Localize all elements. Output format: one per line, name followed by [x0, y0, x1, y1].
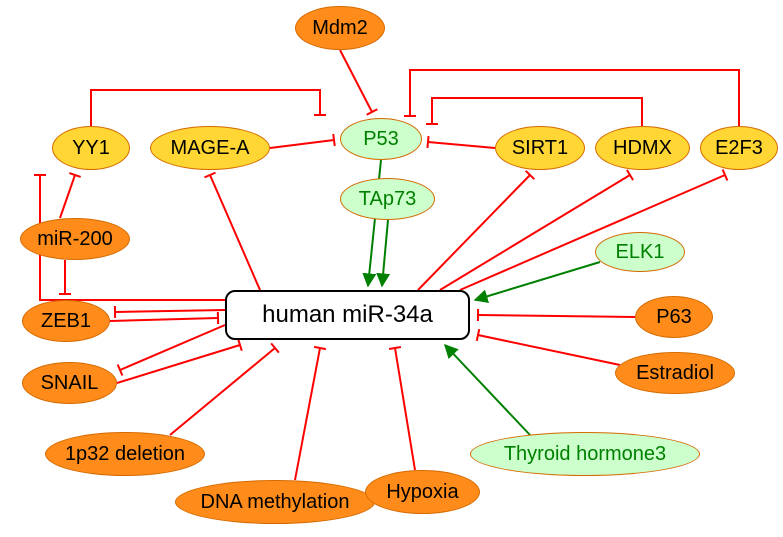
node-tap73: TAp73 [340, 178, 435, 220]
node-elk1: ELK1 [595, 232, 685, 272]
edge-p63-center [478, 309, 635, 321]
node-zeb1: ZEB1 [22, 300, 110, 342]
node-e2f3: E2F3 [700, 126, 778, 170]
node-dnamet: DNA methylation [175, 480, 375, 524]
edge-zeb1-center [110, 312, 218, 324]
node-1p32: 1p32 deletion [45, 432, 205, 476]
edge-sirt1-p53 [427, 136, 495, 148]
edge-mir200-yy1 [60, 173, 81, 218]
edge-elk1-center [475, 262, 600, 300]
edge-mir200-zeb1 [59, 260, 71, 294]
node-mir200: miR-200 [20, 218, 130, 260]
diagram-canvas: { "diagram": { "type": "network", "backg… [0, 0, 783, 537]
edge-hdmx-p53 [426, 98, 642, 126]
node-th3: Thyroid hormone3 [470, 432, 700, 476]
node-yy1: YY1 [52, 126, 130, 170]
edge-dnamet-center [295, 347, 326, 480]
edge-th3-center [445, 345, 530, 435]
edge-center-magea [204, 173, 260, 290]
edge-center-hdmx [440, 170, 633, 290]
edge-e2f3-p53 [404, 70, 739, 126]
edge-yy1-p53 [91, 90, 326, 126]
node-p53: P53 [340, 118, 422, 160]
edge-center-snail [118, 325, 225, 376]
node-estradiol: Estradiol [615, 352, 735, 394]
node-magea: MAGE-A [150, 126, 270, 170]
center-node: human miR-34a [225, 290, 470, 340]
edge-tap73-center [382, 220, 388, 286]
node-p63: P63 [635, 296, 713, 338]
node-snail: SNAIL [22, 362, 117, 404]
node-hypoxia: Hypoxia [365, 470, 480, 514]
edge-center-sirt1 [418, 171, 534, 290]
node-sirt1: SIRT1 [495, 126, 585, 170]
edge-estradiol-center [477, 329, 620, 365]
edge-snail-center [117, 339, 242, 383]
edge-mdm2-p53 [340, 50, 377, 115]
edge-magea-p53 [270, 134, 335, 148]
edge-center-e2f3 [460, 169, 727, 290]
node-hdmx: HDMX [595, 126, 690, 170]
edge-1p32-center [170, 343, 279, 435]
edge-hypoxia-center [389, 347, 415, 470]
node-mdm2: Mdm2 [295, 6, 385, 50]
edge-center-zeb1 [115, 306, 225, 318]
